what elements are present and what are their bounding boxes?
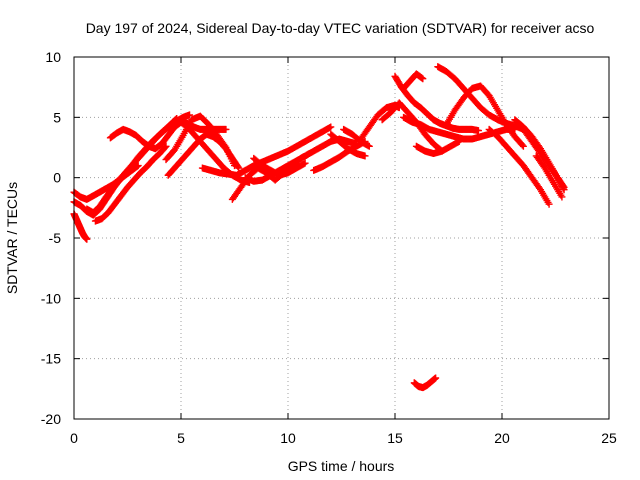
series-track-8	[164, 130, 243, 179]
data-point	[474, 127, 482, 135]
data-point	[455, 137, 463, 145]
series-track-10	[198, 123, 335, 179]
data-point	[519, 142, 527, 150]
grid-lines	[74, 57, 609, 419]
series-track-13	[250, 154, 309, 179]
y-tick-label: 5	[53, 109, 61, 125]
data-point	[222, 125, 230, 133]
data-point	[327, 123, 335, 131]
series-track-25	[485, 125, 553, 208]
data-point	[134, 162, 142, 170]
series-track-15	[327, 130, 369, 160]
y-axis-label: SDTVAR / TECUs	[4, 182, 20, 294]
series-track-23	[434, 63, 568, 194]
series-track-19	[391, 72, 482, 135]
y-tick-label: -5	[49, 230, 62, 246]
data-point	[560, 183, 568, 191]
series-track-26	[511, 116, 568, 191]
data-point	[234, 163, 242, 171]
series-track-14	[310, 137, 369, 174]
axis-ticks: 0 5 10 15 20 25 -20 -15 -10 -5 0 5 10	[41, 49, 617, 446]
x-tick-label: 20	[494, 430, 510, 446]
series-track-27	[532, 152, 566, 201]
data-point	[559, 182, 567, 190]
data-series	[70, 63, 568, 392]
y-tick-label: 10	[45, 49, 61, 65]
x-tick-label: 0	[70, 430, 78, 446]
series-track-16	[340, 125, 373, 150]
data-point	[365, 142, 373, 150]
data-point	[186, 111, 194, 119]
y-tick-label: 0	[53, 170, 61, 186]
y-tick-label: -20	[41, 411, 61, 427]
data-point	[161, 143, 169, 151]
series-track-24	[442, 82, 527, 150]
series-track-5	[70, 162, 142, 203]
x-axis-label: GPS time / hours	[288, 458, 395, 474]
series-track-28	[410, 374, 440, 392]
data-point	[419, 75, 427, 83]
data-point	[558, 193, 566, 201]
data-point	[83, 235, 91, 243]
x-tick-label: 25	[601, 430, 617, 446]
x-tick-label: 15	[387, 430, 403, 446]
y-tick-label: -10	[41, 290, 61, 306]
data-point	[301, 159, 309, 167]
x-tick-label: 10	[280, 430, 296, 446]
series-track-22	[412, 137, 463, 158]
data-point	[545, 200, 553, 208]
data-point	[518, 141, 526, 149]
y-tick-label: -15	[41, 351, 61, 367]
chart-title: Day 197 of 2024, Sidereal Day-to-day VTE…	[86, 20, 595, 36]
data-point	[361, 152, 369, 160]
series-track-4	[91, 142, 170, 225]
x-tick-label: 5	[177, 430, 185, 446]
data-point	[432, 374, 440, 382]
data-point	[235, 164, 243, 172]
series-track-21	[400, 70, 427, 92]
data-point	[162, 142, 170, 150]
